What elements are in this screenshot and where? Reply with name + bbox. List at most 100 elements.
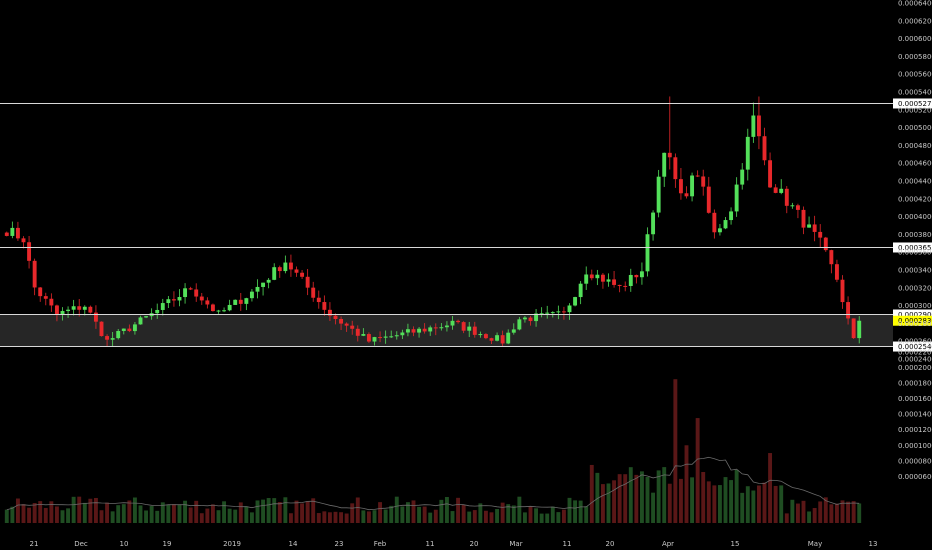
candle-body xyxy=(779,188,784,193)
volume-bar xyxy=(99,510,104,523)
price-axis[interactable]: 0.00024000.00026000.00028000.00030000.00… xyxy=(898,0,932,364)
candle-body xyxy=(550,312,555,314)
candle-body xyxy=(99,321,104,337)
candle xyxy=(105,334,110,347)
candle xyxy=(305,268,310,296)
candle xyxy=(639,262,644,285)
candle-body xyxy=(522,317,527,320)
candle-body xyxy=(171,299,176,301)
volume-bar xyxy=(88,498,93,523)
candle-body xyxy=(66,309,71,312)
volume-bar xyxy=(539,513,544,523)
candle-body xyxy=(311,287,316,298)
volume-bar xyxy=(678,478,683,523)
candle xyxy=(745,128,750,181)
candle-body xyxy=(110,338,115,340)
candle xyxy=(729,207,734,225)
candle xyxy=(573,296,578,307)
candle-body xyxy=(489,338,494,341)
candle-body xyxy=(534,313,539,322)
candle xyxy=(32,258,37,296)
candle xyxy=(489,337,494,345)
candle-body xyxy=(405,329,410,333)
candle-body xyxy=(383,336,388,338)
candle xyxy=(383,330,388,344)
candle-body xyxy=(857,320,862,339)
volume-bar xyxy=(639,471,644,523)
candle xyxy=(121,328,126,335)
volume-bar xyxy=(584,506,589,523)
time-tick-label: May xyxy=(808,540,822,548)
time-tick-label: 11 xyxy=(426,540,435,548)
volume-bar xyxy=(405,502,410,523)
candle-body xyxy=(27,242,32,261)
candle xyxy=(740,163,745,190)
candle xyxy=(461,321,466,334)
volume-bar xyxy=(651,492,656,523)
volume-bar xyxy=(82,502,87,523)
candle xyxy=(756,96,761,150)
volume-bar xyxy=(333,511,338,523)
candle xyxy=(734,177,739,217)
time-tick-label: 15 xyxy=(731,540,740,548)
volume-bar xyxy=(517,496,522,523)
volume-bar xyxy=(823,497,828,523)
volume-bar xyxy=(840,500,845,523)
candle xyxy=(701,169,706,196)
volume-bar xyxy=(756,485,761,523)
candle xyxy=(389,330,394,339)
horizontal-levels[interactable]: 0.00052710.00036530.00029000.00025400.00… xyxy=(0,98,932,352)
candle-body xyxy=(444,325,449,328)
volume-bar xyxy=(15,498,20,523)
candle-body xyxy=(840,279,845,303)
volume-bar xyxy=(645,476,650,523)
candle xyxy=(623,281,628,292)
candle-body xyxy=(795,205,800,210)
candle-body xyxy=(433,327,438,329)
candle-body xyxy=(144,316,149,318)
candle xyxy=(27,235,32,269)
volume-bar xyxy=(857,503,862,523)
volume-bar xyxy=(801,500,806,523)
volume-bar xyxy=(506,504,511,523)
candle xyxy=(478,331,483,338)
volume-bar xyxy=(222,501,227,523)
volume-bar xyxy=(812,508,817,523)
volume-bar xyxy=(534,508,539,523)
candle xyxy=(823,236,828,252)
volume-bar xyxy=(149,506,154,523)
candle xyxy=(801,206,806,235)
candle-body xyxy=(634,274,639,278)
candle-body xyxy=(673,157,678,180)
volume-bar xyxy=(600,484,605,523)
candle xyxy=(194,283,199,302)
volume-bar xyxy=(717,485,722,523)
candle xyxy=(82,305,87,316)
volume-bar xyxy=(456,497,461,523)
candle xyxy=(768,152,773,189)
candle-body xyxy=(428,327,433,332)
candle xyxy=(138,315,143,325)
volume-bar xyxy=(567,497,572,523)
candle-body xyxy=(227,304,232,311)
candle-body xyxy=(199,296,204,301)
volume-bar xyxy=(322,511,327,523)
volume-bar xyxy=(617,474,622,523)
volume-bar xyxy=(60,510,65,523)
candle-body xyxy=(210,304,215,312)
candle xyxy=(812,215,817,242)
candle xyxy=(428,325,433,336)
candle xyxy=(506,329,511,345)
candle xyxy=(561,306,566,320)
candle-body xyxy=(439,327,444,329)
time-axis[interactable]: 21 Dec 10 19 2019 14 23 Feb 11 20 Mar 11 20 Apr 15 May 1… xyxy=(30,540,878,548)
volume-bar xyxy=(662,467,667,523)
candle-body xyxy=(121,328,126,332)
level-tag xyxy=(893,341,932,352)
